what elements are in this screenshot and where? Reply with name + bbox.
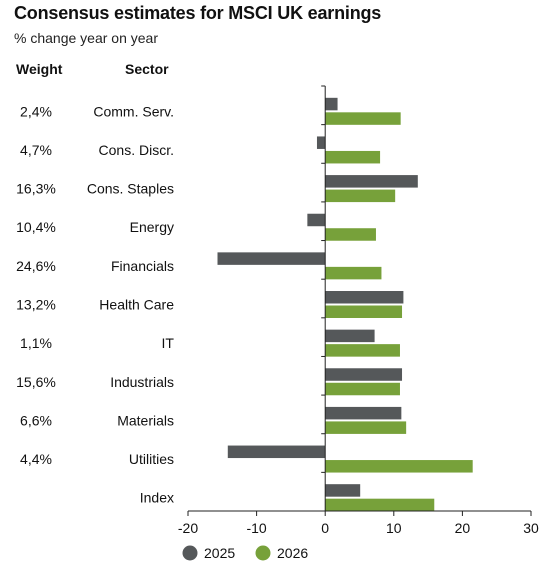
bar-2025 bbox=[217, 252, 326, 265]
sector-label: Cons. Discr. bbox=[99, 142, 174, 158]
weight-label: 10,4% bbox=[16, 219, 56, 235]
sector-label: Health Care bbox=[99, 297, 174, 313]
sector-label: Industrials bbox=[110, 374, 174, 390]
sector-label: Index bbox=[140, 490, 174, 506]
weight-label: 4,7% bbox=[20, 142, 52, 158]
weight-label: 6,6% bbox=[20, 412, 52, 428]
x-tick-label: 20 bbox=[455, 520, 471, 536]
x-tick-label: 10 bbox=[386, 520, 402, 536]
bar-2025 bbox=[316, 136, 326, 149]
bar-2026 bbox=[325, 150, 381, 164]
chart-title: Consensus estimates for MSCI UK earnings bbox=[14, 3, 382, 23]
bar-2026 bbox=[325, 421, 407, 434]
bar-2026 bbox=[325, 460, 473, 473]
bar-2025 bbox=[325, 406, 402, 420]
bar-2026 bbox=[325, 228, 376, 241]
bar-2025 bbox=[227, 445, 326, 459]
legend-label-2025: 2025 bbox=[204, 545, 235, 561]
sector-label: IT bbox=[162, 335, 175, 351]
weight-label: 4,4% bbox=[20, 451, 52, 467]
bar-2025 bbox=[325, 484, 361, 497]
bar-2026 bbox=[325, 498, 435, 512]
sector-label: Utilities bbox=[129, 451, 174, 467]
x-tick-label: -10 bbox=[246, 520, 266, 536]
legend-swatch-2026 bbox=[255, 545, 271, 561]
legend-label-2026: 2026 bbox=[277, 545, 308, 561]
bar-2025 bbox=[325, 329, 375, 343]
sector-column-header: Sector bbox=[125, 61, 169, 77]
bar-2025 bbox=[307, 213, 326, 227]
bar-2026 bbox=[325, 344, 400, 357]
x-tick-label: -20 bbox=[178, 520, 198, 536]
chart-subtitle: % change year on year bbox=[14, 30, 158, 46]
sector-label: Materials bbox=[117, 412, 174, 428]
x-tick-label: 30 bbox=[523, 520, 539, 536]
bar-2026 bbox=[325, 266, 382, 280]
weight-label: 16,3% bbox=[16, 181, 56, 197]
bar-2026 bbox=[325, 112, 401, 125]
weight-label: 13,2% bbox=[16, 297, 56, 313]
bar-2025 bbox=[325, 175, 418, 188]
legend-swatch-2025 bbox=[182, 545, 198, 561]
weight-label: 24,6% bbox=[16, 258, 56, 274]
bar-2025 bbox=[325, 368, 403, 381]
bar-2026 bbox=[325, 305, 403, 318]
bar-2026 bbox=[325, 382, 400, 396]
weight-label: 15,6% bbox=[16, 374, 56, 390]
weight-label: 1,1% bbox=[20, 335, 52, 351]
x-tick-label: 0 bbox=[321, 520, 329, 536]
bar-2026 bbox=[325, 189, 396, 203]
bar-2025 bbox=[325, 291, 404, 304]
sector-label: Energy bbox=[130, 219, 174, 235]
weight-label: 2,4% bbox=[20, 103, 52, 119]
weight-column-header: Weight bbox=[16, 61, 63, 77]
sector-label: Financials bbox=[111, 258, 174, 274]
bar-2025 bbox=[325, 97, 338, 111]
sector-label: Comm. Serv. bbox=[93, 103, 174, 119]
sector-label: Cons. Staples bbox=[87, 181, 174, 197]
